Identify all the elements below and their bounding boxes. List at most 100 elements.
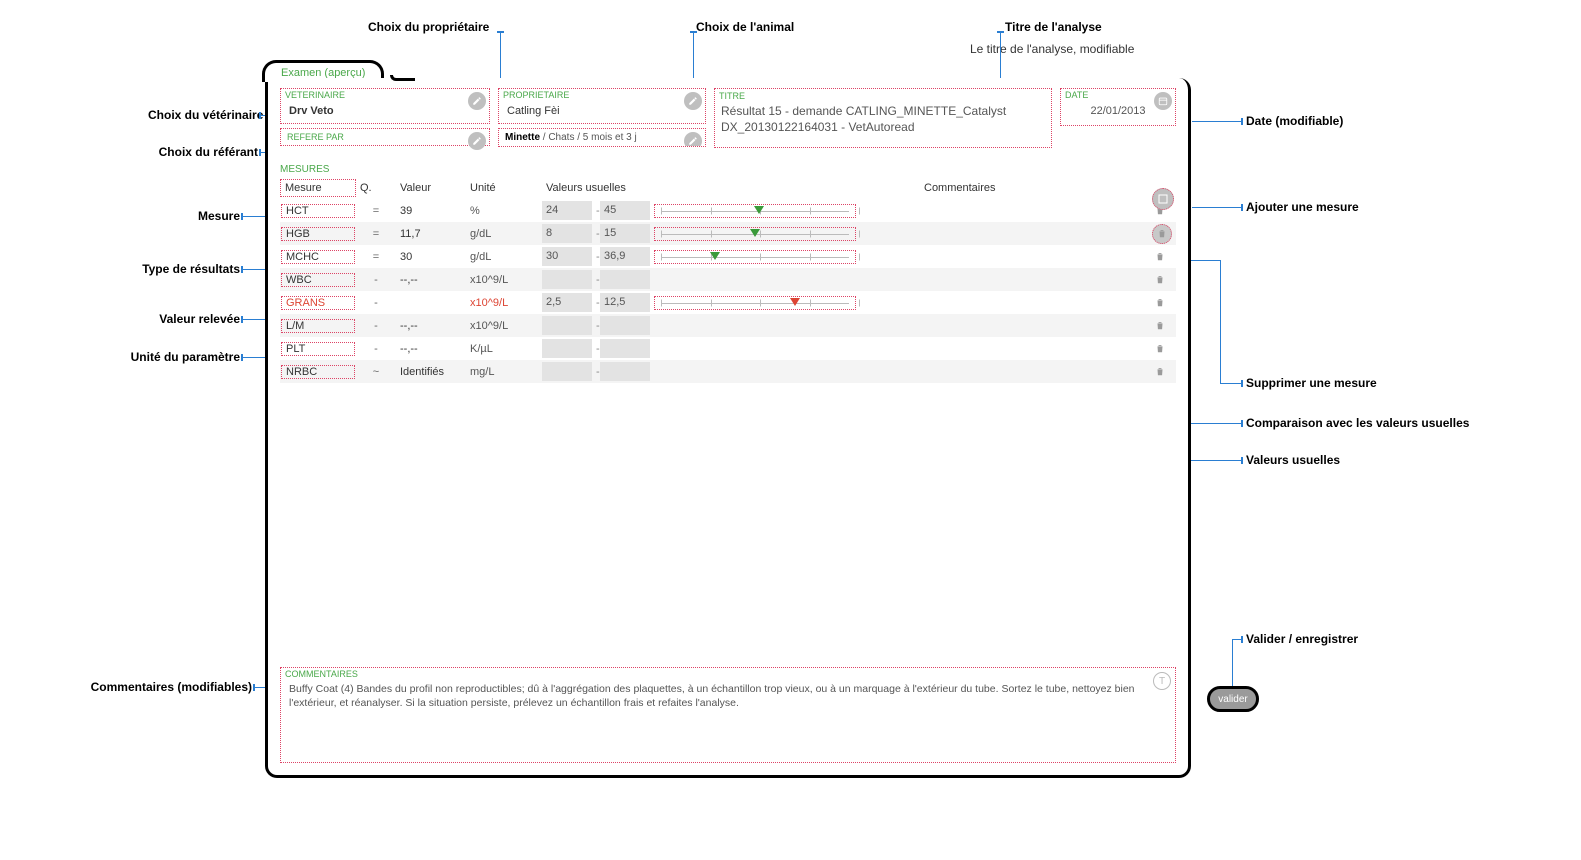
animal-name: Minette [505,132,540,143]
measure-q: = [356,205,396,217]
trash-icon [1152,317,1168,333]
range-marker-icon [790,298,800,306]
range-slider [654,250,856,264]
measure-row: MCHC=30g/dL30-36,9 [280,245,1176,268]
hdr-comment: Commentaires [860,180,1148,196]
calendar-button[interactable] [1154,92,1172,110]
hdr-mesure: Mesure [280,179,356,197]
measure-name[interactable]: L/M [281,319,355,333]
trash-icon [1152,248,1168,264]
usual-low[interactable] [542,339,592,358]
callout-comments: Commentaires (modifiables) [82,680,252,694]
measure-name[interactable]: MCHC [281,250,355,264]
measure-unit: % [466,205,542,217]
trash-icon [1152,294,1168,310]
range-slider [654,227,856,241]
usual-sep: - [592,205,600,217]
date-field[interactable]: DATE 22/01/2013 [1060,88,1176,126]
edit-animal-button[interactable] [684,132,702,147]
add-measure-button[interactable] [1152,188,1174,210]
callout-usual: Valeurs usuelles [1246,453,1340,467]
comments-field[interactable]: COMMENTAIRES T Buffy Coat (4) Bandes du … [280,667,1176,763]
callout-valider: Valider / enregistrer [1246,632,1358,646]
vet-field[interactable]: VETERINAIRE Drv Veto [280,88,490,124]
usual-low[interactable]: 24 [542,201,592,220]
range-slider [654,204,856,218]
usual-high[interactable] [600,316,650,335]
edit-ref-button[interactable] [468,132,486,150]
measure-value[interactable]: Identifiés [396,366,466,378]
measure-value[interactable]: --,-- [396,343,466,355]
ref-label: REFERE PAR [287,132,483,142]
callout-mesure: Mesure [190,209,240,223]
usual-high[interactable] [600,270,650,289]
usual-low[interactable] [542,316,592,335]
hdr-valeur: Valeur [396,180,466,196]
delete-measure-button[interactable] [1148,317,1176,334]
usual-high[interactable]: 15 [600,224,650,243]
callout-type: Type de résultats [115,262,240,276]
title-label: TITRE [719,90,745,102]
callout-compare: Comparaison avec les valeurs usuelles [1246,416,1469,430]
animal-detail: / Chats / 5 mois et 3 j [540,132,637,143]
measure-value[interactable]: --,-- [396,320,466,332]
measure-value[interactable]: --,-- [396,274,466,286]
measure-q: = [356,251,396,263]
measure-name[interactable]: HCT [281,204,355,218]
range-marker-icon [750,229,760,237]
usual-low[interactable]: 30 [542,247,592,266]
callout-title: Titre de l'analyse [1005,20,1102,34]
range-marker-icon [754,206,764,214]
delete-measure-button[interactable] [1148,248,1176,265]
owner-field[interactable]: PROPRIETAIRE Catling Fèi [498,88,706,124]
measure-unit: g/dL [466,251,542,263]
measure-name[interactable]: WBC [281,273,355,287]
usual-low[interactable] [542,270,592,289]
date-value: 22/01/2013 [1090,105,1145,117]
measure-unit: mg/L [466,366,542,378]
measure-name[interactable]: NRBC [281,365,355,379]
usual-high[interactable] [600,362,650,381]
mesures-header: Mesure Q. Valeur Unité Valeurs usuelles … [280,177,1176,199]
measure-unit: x10^9/L [466,297,542,309]
usual-high[interactable]: 45 [600,201,650,220]
usual-low[interactable] [542,362,592,381]
delete-measure-button[interactable] [1148,363,1176,380]
measure-name[interactable]: PLT [281,342,355,356]
delete-measure-button[interactable] [1148,271,1176,288]
measure-row: NRBC~Identifiésmg/L- [280,360,1176,383]
measure-row: HCT=39%24-45 [280,199,1176,222]
usual-low[interactable]: 8 [542,224,592,243]
measure-value[interactable]: 39 [396,205,466,217]
measure-value[interactable]: 11,7 [396,228,466,240]
delete-measure-button[interactable] [1148,224,1176,244]
edit-owner-button[interactable] [684,92,702,110]
comments-text: Buffy Coat (4) Bandes du profil non repr… [289,682,1147,710]
callout-del: Supprimer une mesure [1246,376,1377,390]
delete-measure-button[interactable] [1148,294,1176,311]
main-window: VETERINAIRE Drv Veto REFERE PAR PROPRIET… [265,78,1191,778]
measure-row: HGB=11,7g/dL8-15 [280,222,1176,245]
delete-measure-button[interactable] [1148,340,1176,357]
mesures-section-label: MESURES [280,164,1176,175]
ref-field[interactable]: REFERE PAR [280,128,490,146]
measure-value[interactable]: 30 [396,251,466,263]
title-field[interactable]: TITRE Résultat 15 - demande CATLING_MINE… [714,88,1052,148]
vet-value: Drv Veto [287,103,483,119]
edit-vet-button[interactable] [468,92,486,110]
callout-add: Ajouter une mesure [1246,200,1359,214]
range-slider [654,296,856,310]
measure-row: GRANS-x10^9/L2,5-12,5 [280,291,1176,314]
animal-field[interactable]: Minette / Chats / 5 mois et 3 j [498,128,706,147]
usual-low[interactable]: 2,5 [542,293,592,312]
measure-name[interactable]: GRANS [281,296,355,310]
usual-high[interactable]: 36,9 [600,247,650,266]
usual-high[interactable] [600,339,650,358]
callout-owner: Choix du propriétaire [368,20,489,34]
measure-name[interactable]: HGB [281,227,355,241]
measure-unit: x10^9/L [466,320,542,332]
usual-high[interactable]: 12,5 [600,293,650,312]
validate-button[interactable]: valider [1207,686,1259,712]
range-marker-icon [710,252,720,260]
trash-icon [1152,340,1168,356]
